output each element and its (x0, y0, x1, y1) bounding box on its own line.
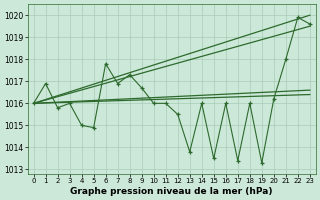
X-axis label: Graphe pression niveau de la mer (hPa): Graphe pression niveau de la mer (hPa) (70, 187, 273, 196)
